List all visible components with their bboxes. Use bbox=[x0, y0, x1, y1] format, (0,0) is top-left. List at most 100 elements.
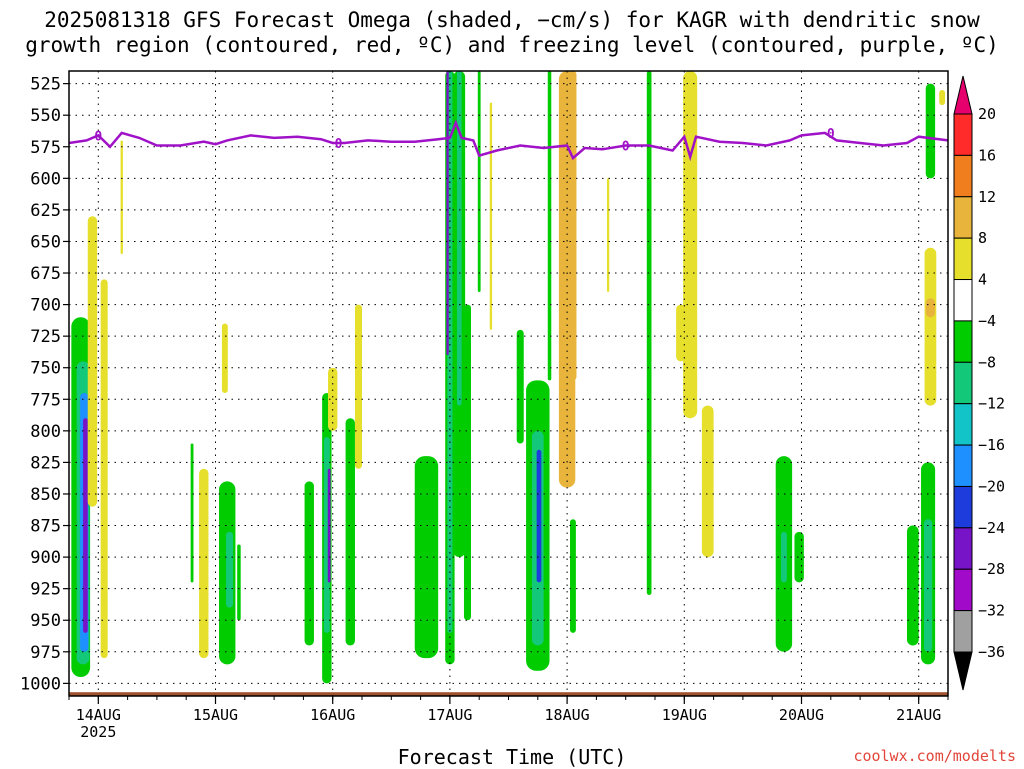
colorbar-swatch bbox=[953, 610, 973, 653]
omega-cell bbox=[646, 71, 652, 595]
omega-cell bbox=[83, 418, 88, 633]
colorbar-swatch bbox=[953, 237, 973, 281]
colorbar-swatch bbox=[953, 320, 973, 363]
freezing-level-label: 0 bbox=[335, 137, 343, 152]
colorbar-label: 12 bbox=[978, 188, 996, 206]
omega-cell bbox=[794, 531, 804, 583]
omega-cell bbox=[780, 531, 787, 583]
x-axis: 14AUG 15AUG 16AUG 17AUG 18AUG 19AUG 20AUG 21AUG… bbox=[68, 696, 949, 741]
colorbar-swatch bbox=[953, 196, 973, 239]
omega-cell bbox=[456, 71, 462, 406]
x-tick-label: 19AUG bbox=[662, 706, 707, 724]
y-tick-label: 800 bbox=[30, 422, 61, 442]
omega-cell bbox=[925, 83, 936, 179]
omega-cell bbox=[489, 102, 493, 330]
surface-terrain bbox=[69, 692, 948, 696]
y-tick-label: 925 bbox=[30, 580, 61, 600]
y-tick-label: 900 bbox=[30, 548, 61, 568]
y-tick-label: 775 bbox=[30, 390, 61, 410]
y-tick-label: 1000 bbox=[20, 674, 61, 694]
freezing-level-line bbox=[68, 119, 949, 162]
x-tick-label: 16AUG bbox=[310, 706, 355, 724]
y-tick-label: 650 bbox=[30, 232, 61, 252]
omega-cell bbox=[446, 71, 449, 356]
omega-cell bbox=[939, 89, 946, 106]
omega-cell bbox=[120, 140, 123, 255]
colorbar-swatch bbox=[953, 113, 973, 156]
omega-cell bbox=[226, 531, 234, 608]
y-tick-label: 825 bbox=[30, 453, 61, 473]
y-tick-label: 975 bbox=[30, 643, 61, 663]
omega-cell bbox=[345, 418, 355, 646]
omega-cell bbox=[570, 519, 576, 633]
y-tick-label: 575 bbox=[30, 138, 61, 158]
omega-cell bbox=[237, 544, 241, 621]
y-axis: 525 550 575 600 625 650 675 700 725 750 775 800 825 8… bbox=[20, 75, 69, 694]
x-axis-label: Forecast Time (UTC) bbox=[397, 745, 627, 769]
omega-cell bbox=[701, 405, 714, 558]
y-tick-label: 625 bbox=[30, 201, 61, 221]
colorbar-swatch bbox=[953, 154, 973, 198]
y-tick-label: 675 bbox=[30, 264, 61, 284]
colorbar-label: −12 bbox=[978, 395, 1005, 413]
colorbar-swatch bbox=[953, 279, 973, 322]
omega-cell bbox=[100, 279, 108, 659]
omega-cell bbox=[547, 71, 552, 381]
colorbar-swatch bbox=[953, 403, 973, 446]
y-tick-label: 750 bbox=[30, 359, 61, 379]
y-tick-label: 875 bbox=[30, 517, 61, 537]
colorbar-top-arrow bbox=[953, 75, 973, 115]
colorbar-label: 4 bbox=[978, 271, 987, 289]
omega-shading-layer bbox=[71, 71, 946, 684]
colorbar-label: −4 bbox=[978, 312, 996, 330]
colorbar-label: 16 bbox=[978, 146, 996, 164]
omega-cell bbox=[477, 71, 481, 292]
omega-cell bbox=[516, 329, 524, 444]
x-tick-label: 18AUG bbox=[545, 706, 590, 724]
omega-cell bbox=[906, 525, 919, 646]
colorbar: 20 16 12 8 4 −4 −8 −12 −16 −20 −24 −28 −32 −36 bbox=[953, 75, 1005, 691]
colorbar-swatch bbox=[953, 568, 973, 612]
colorbar-label: −16 bbox=[978, 436, 1005, 454]
y-tick-label: 550 bbox=[30, 106, 61, 126]
colorbar-swatch bbox=[953, 527, 973, 570]
colorbar-swatch bbox=[953, 485, 973, 529]
omega-cell bbox=[924, 247, 937, 406]
freezing-level-label: 0 bbox=[827, 127, 835, 142]
x-tick-year: 2025 bbox=[80, 723, 116, 741]
x-tick-label: 17AUG bbox=[427, 706, 472, 724]
omega-cell bbox=[87, 216, 98, 507]
surface-terrain-layer bbox=[69, 692, 948, 696]
y-tick-label: 950 bbox=[30, 611, 61, 631]
x-tick-label: 20AUG bbox=[779, 706, 824, 724]
colorbar-label: 8 bbox=[978, 229, 987, 247]
omega-cell bbox=[221, 323, 228, 393]
omega-cell bbox=[536, 449, 542, 583]
omega-cell bbox=[463, 304, 471, 621]
colorbar-label: −24 bbox=[978, 519, 1005, 537]
omega-cell bbox=[190, 443, 194, 583]
y-tick-label: 525 bbox=[30, 75, 61, 95]
x-tick-label: 14AUG bbox=[76, 706, 121, 724]
omega-cell bbox=[199, 468, 209, 659]
colorbar-bottom-arrow bbox=[953, 651, 973, 691]
y-tick-label: 725 bbox=[30, 327, 61, 347]
colorbar-swatch bbox=[953, 444, 973, 487]
freezing-level-label: 0 bbox=[94, 129, 102, 144]
freezing-level-layer: 0 0 0 0 bbox=[68, 119, 949, 162]
omega-cell bbox=[569, 71, 577, 381]
colorbar-label: −20 bbox=[978, 477, 1005, 495]
colorbar-label: −32 bbox=[978, 602, 1005, 620]
chart-title: 2025081318 GFS Forecast Omega (shaded, −… bbox=[25, 8, 999, 57]
x-tick-label: 15AUG bbox=[193, 706, 238, 724]
colorbar-label: −28 bbox=[978, 560, 1005, 578]
omega-cell bbox=[414, 456, 439, 659]
y-tick-label: 850 bbox=[30, 485, 61, 505]
x-tick-label: 21AUG bbox=[896, 706, 941, 724]
grid-lines bbox=[69, 71, 948, 696]
omega-cell bbox=[304, 481, 314, 646]
omega-cell bbox=[328, 367, 338, 431]
omega-cell bbox=[606, 178, 610, 292]
colorbar-label: −8 bbox=[978, 353, 996, 371]
